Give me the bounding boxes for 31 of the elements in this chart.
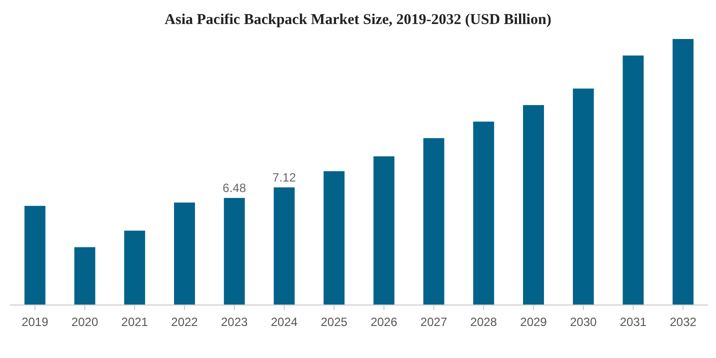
x-tick-label: 2030 xyxy=(570,315,598,329)
bar xyxy=(174,202,195,305)
x-tick-label: 2031 xyxy=(620,315,647,329)
x-tick-label: 2026 xyxy=(370,315,398,329)
x-tick-label: 2021 xyxy=(121,315,148,329)
x-tick-label: 2019 xyxy=(22,315,49,329)
bar xyxy=(373,156,394,305)
x-tick-label: 2022 xyxy=(171,315,198,329)
bar xyxy=(572,88,594,305)
x-tick-label: 2029 xyxy=(520,315,548,329)
bar xyxy=(74,247,96,305)
bar xyxy=(622,56,644,305)
chart-title: Asia Pacific Backpack Market Size, 2019-2032 (USD Billion) xyxy=(164,12,552,28)
x-tick-label: 2027 xyxy=(420,315,448,329)
x-tick-label: 2028 xyxy=(470,315,498,329)
x-tick-label: 2024 xyxy=(270,315,298,329)
data-label: 6.48 xyxy=(222,180,246,195)
bar xyxy=(473,122,494,305)
x-tick-label: 2032 xyxy=(670,315,697,329)
x-tick-label: 2020 xyxy=(71,315,98,329)
bar xyxy=(523,105,544,305)
bar xyxy=(124,230,146,305)
bar xyxy=(324,171,345,305)
bar xyxy=(423,138,444,305)
bar xyxy=(274,187,295,305)
bar xyxy=(24,206,46,305)
data-label: 7.12 xyxy=(272,170,296,184)
x-tick-label: 2025 xyxy=(320,315,348,329)
bar xyxy=(672,39,694,305)
bar xyxy=(224,198,245,305)
x-tick-label: 2023 xyxy=(221,315,248,329)
